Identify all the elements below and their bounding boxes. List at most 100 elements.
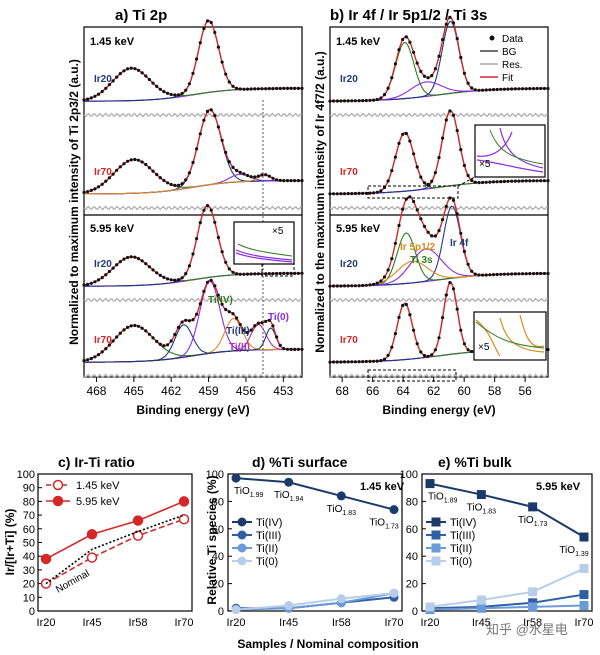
data-point [147,265,151,269]
data-point [224,260,228,264]
data-point [462,71,466,75]
data-point [466,262,470,266]
y-tick-label: 80 [23,496,35,508]
data-point [245,173,250,178]
data-point [129,324,133,328]
panel-b-zoom-link-top [457,176,476,187]
y-tick-label: 0 [218,606,224,618]
data-point [180,91,184,96]
data-point [473,88,477,92]
data-point [495,87,499,92]
data-point [477,273,481,277]
series-point [284,601,294,611]
data-point [238,322,242,327]
data-point [184,318,188,322]
data-point [107,83,111,87]
data-point [335,99,339,103]
data-point [535,86,539,91]
data-point [293,347,297,351]
data-point [393,155,397,159]
panel-c-ylabel: Ir/[Ir+Ti] (%) [3,509,17,576]
data-point [335,360,339,364]
data-point [342,360,347,364]
panel-a-ylabel: Normalized to maximum intensity of Ti 2p… [67,59,81,345]
residual-line [83,205,303,211]
data-point [242,87,246,91]
series-point [40,553,52,565]
data-point [462,342,466,346]
series-line [235,592,395,611]
data-point [481,88,485,92]
data-point [231,84,235,88]
data-point [158,176,162,180]
data-point [426,76,430,80]
data-point [459,148,463,152]
data-point [96,92,101,96]
data-point [209,278,213,282]
panel-e-plot: 0 20 40 60 80 100 Ir20 Ir45 Ir58 Ir70 TiO1.89 TiO1.… [400,469,594,629]
data-point [444,22,448,26]
data-point [227,80,231,84]
data-point [401,37,405,42]
data-point [415,165,419,169]
data-point [224,307,228,312]
y-tick-label: 80 [406,496,418,508]
data-point [408,139,412,143]
legend-marker [431,517,441,527]
panel-d: d) %Ti surface 0 20 40 60 80 100 Ir20 Ir45 Ir58 I… [205,454,405,629]
residual-line [329,373,549,379]
data-point [166,181,170,185]
data-point [231,312,235,316]
data-point [264,87,268,91]
data-point [346,99,350,103]
data-point [242,172,246,176]
data-point [506,87,510,91]
legend-data-marker [489,35,495,41]
stoichiometry-label: TiO1.83 [467,503,496,516]
data-point [126,325,130,329]
data-point [444,118,448,122]
data-point [412,199,416,204]
data-point [162,344,166,348]
data-point [267,318,271,322]
data-point [180,182,184,186]
data-point [184,272,188,276]
panel-d-title: d) %Ti surface [252,454,348,470]
data-point [375,359,379,363]
data-point [220,60,224,64]
series-point [132,530,144,541]
data-point [253,272,257,276]
data-point [455,129,459,133]
data-point [473,272,477,276]
data-point [451,113,456,117]
data-point [285,86,290,90]
data-point [267,272,271,276]
panel-b-title: b) Ir 4f / Ir 5p1/2 / Ti 3s [330,7,487,24]
data-point [96,278,101,282]
y-tick-label: 20 [23,579,35,591]
data-point [140,326,144,330]
series-line [429,482,585,538]
data-point [513,179,517,183]
data-point [133,323,137,328]
data-point [282,347,286,351]
series-line [429,593,585,610]
data-point [216,125,220,129]
legend-marker [237,530,247,540]
data-point [404,35,408,39]
data-point [300,271,304,275]
data-point [441,38,445,42]
data-point [86,358,90,362]
data-point [195,147,199,151]
data-point [169,92,173,97]
panel-e-title: e) %Ti bulk [438,454,512,470]
data-point [524,179,528,183]
data-point [422,224,427,228]
data-point [151,169,155,173]
panel-a-energy-bottom: 5.95 keV [90,223,135,235]
series-point [528,602,538,612]
data-point [357,191,361,195]
data-point [491,273,496,277]
legend-fit-label: Fit [502,73,513,84]
x-tick-label: Ir20 [227,617,246,629]
